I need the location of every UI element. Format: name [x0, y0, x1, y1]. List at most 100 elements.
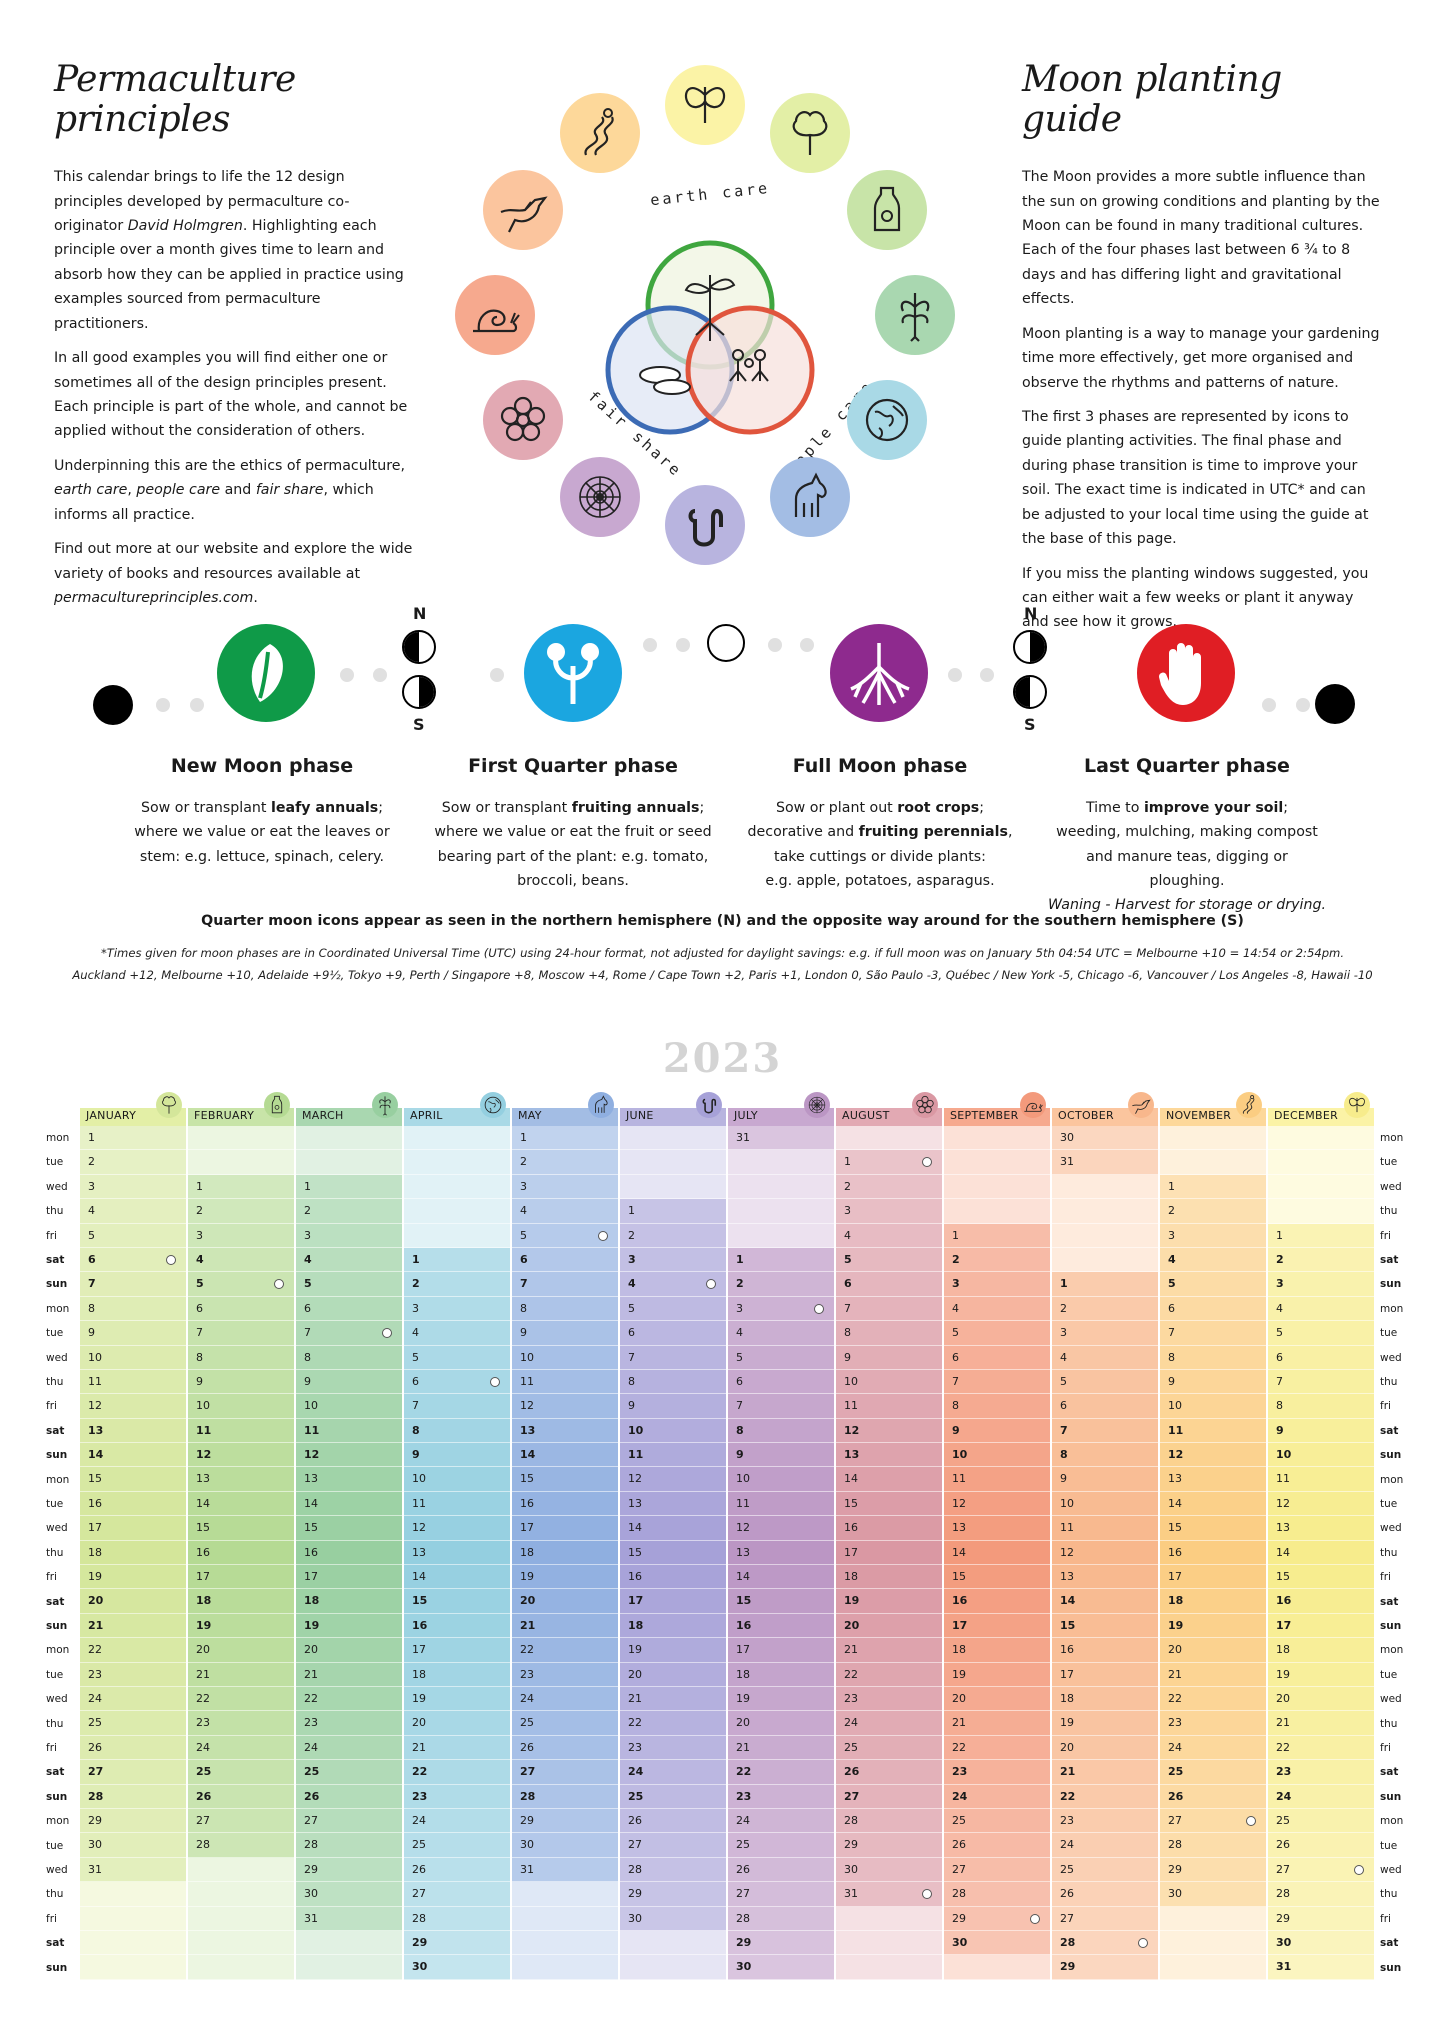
day-cell[interactable]: 25 — [836, 1735, 942, 1761]
day-cell[interactable]: 14 — [296, 1491, 402, 1517]
day-cell[interactable]: 6 — [1052, 1394, 1158, 1419]
day-cell[interactable]: 3 — [296, 1223, 402, 1248]
day-cell[interactable]: 6 — [836, 1272, 942, 1297]
day-cell[interactable]: 23 — [404, 1784, 510, 1809]
day-cell[interactable]: 27 — [728, 1882, 834, 1907]
day-cell[interactable]: 15 — [1160, 1516, 1266, 1541]
day-cell[interactable]: 7 — [728, 1394, 834, 1419]
day-cell[interactable]: 28 — [404, 1906, 510, 1931]
day-cell[interactable]: 2 — [1268, 1247, 1374, 1273]
day-cell[interactable]: 21 — [188, 1662, 294, 1687]
day-cell[interactable]: 19 — [836, 1589, 942, 1614]
day-cell[interactable] — [620, 1930, 726, 1956]
day-cell[interactable]: 1 — [404, 1247, 510, 1273]
day-cell[interactable]: 31 — [512, 1857, 618, 1883]
day-cell[interactable]: 5 — [1268, 1321, 1374, 1346]
day-cell[interactable]: 16 — [1160, 1540, 1266, 1566]
day-cell[interactable]: 16 — [1268, 1589, 1374, 1614]
day-cell[interactable] — [620, 1955, 726, 1980]
day-cell[interactable]: 15 — [404, 1589, 510, 1614]
day-cell[interactable]: 12 — [1160, 1443, 1266, 1468]
day-cell[interactable]: 12 — [836, 1418, 942, 1444]
day-cell[interactable]: 27 — [620, 1833, 726, 1858]
day-cell[interactable]: 20 — [188, 1638, 294, 1663]
day-cell[interactable]: 28 — [1160, 1833, 1266, 1858]
day-cell[interactable]: 14 — [728, 1565, 834, 1590]
day-cell[interactable]: 2 — [512, 1150, 618, 1175]
day-cell[interactable]: 7 — [620, 1345, 726, 1370]
day-cell[interactable]: 2 — [1160, 1199, 1266, 1224]
day-cell[interactable]: 29 — [728, 1930, 834, 1956]
day-cell[interactable]: 27 — [296, 1808, 402, 1834]
day-cell[interactable]: 19 — [1052, 1711, 1158, 1736]
day-cell[interactable]: 13 — [836, 1443, 942, 1468]
day-cell[interactable]: 23 — [1052, 1808, 1158, 1834]
day-cell[interactable]: 4 — [836, 1223, 942, 1248]
day-cell[interactable]: 29 — [1268, 1906, 1374, 1931]
day-cell[interactable]: 22 — [728, 1760, 834, 1785]
day-cell[interactable]: 5 — [512, 1223, 618, 1248]
day-cell[interactable]: 13 — [404, 1540, 510, 1566]
day-cell[interactable]: 26 — [80, 1735, 186, 1761]
day-cell[interactable] — [512, 1955, 618, 1980]
day-cell[interactable]: 29 — [404, 1930, 510, 1956]
day-cell[interactable]: 28 — [80, 1784, 186, 1809]
day-cell[interactable]: 9 — [296, 1369, 402, 1395]
day-cell[interactable]: 8 — [1160, 1345, 1266, 1370]
day-cell[interactable]: 10 — [512, 1345, 618, 1370]
day-cell[interactable]: 5 — [404, 1345, 510, 1370]
day-cell[interactable]: 3 — [728, 1296, 834, 1322]
day-cell[interactable]: 8 — [404, 1418, 510, 1444]
day-cell[interactable]: 21 — [404, 1735, 510, 1761]
day-cell[interactable]: 5 — [728, 1345, 834, 1370]
day-cell[interactable]: 15 — [728, 1589, 834, 1614]
day-cell[interactable]: 15 — [1268, 1565, 1374, 1590]
day-cell[interactable]: 17 — [188, 1565, 294, 1590]
day-cell[interactable]: 12 — [620, 1467, 726, 1492]
day-cell[interactable]: 14 — [188, 1491, 294, 1517]
day-cell[interactable]: 11 — [296, 1418, 402, 1444]
day-cell[interactable]: 10 — [728, 1467, 834, 1492]
day-cell[interactable]: 20 — [296, 1638, 402, 1663]
day-cell[interactable]: 15 — [80, 1467, 186, 1492]
day-cell[interactable]: 25 — [1160, 1760, 1266, 1785]
day-cell[interactable]: 18 — [620, 1613, 726, 1639]
day-cell[interactable]: 18 — [1268, 1638, 1374, 1663]
day-cell[interactable]: 10 — [296, 1394, 402, 1419]
day-cell[interactable] — [620, 1150, 726, 1175]
day-cell[interactable]: 10 — [1052, 1491, 1158, 1517]
day-cell[interactable]: 12 — [1268, 1491, 1374, 1517]
day-cell[interactable]: 27 — [836, 1784, 942, 1809]
day-cell[interactable]: 11 — [1268, 1467, 1374, 1492]
day-cell[interactable]: 18 — [944, 1638, 1050, 1663]
day-cell[interactable]: 25 — [620, 1784, 726, 1809]
day-cell[interactable] — [1052, 1223, 1158, 1248]
day-cell[interactable]: 10 — [80, 1345, 186, 1370]
day-cell[interactable]: 2 — [944, 1247, 1050, 1273]
day-cell[interactable]: 20 — [836, 1613, 942, 1639]
day-cell[interactable]: 30 — [1052, 1126, 1158, 1151]
day-cell[interactable]: 21 — [944, 1711, 1050, 1736]
day-cell[interactable] — [1052, 1199, 1158, 1224]
day-cell[interactable]: 19 — [296, 1613, 402, 1639]
day-cell[interactable]: 2 — [80, 1150, 186, 1175]
day-cell[interactable]: 11 — [1160, 1418, 1266, 1444]
day-cell[interactable] — [188, 1930, 294, 1956]
day-cell[interactable]: 10 — [836, 1369, 942, 1395]
day-cell[interactable]: 24 — [944, 1784, 1050, 1809]
day-cell[interactable]: 17 — [512, 1516, 618, 1541]
day-cell[interactable]: 16 — [512, 1491, 618, 1517]
day-cell[interactable]: 25 — [188, 1760, 294, 1785]
day-cell[interactable]: 28 — [296, 1833, 402, 1858]
day-cell[interactable]: 18 — [1160, 1589, 1266, 1614]
day-cell[interactable] — [80, 1906, 186, 1931]
day-cell[interactable]: 14 — [620, 1516, 726, 1541]
day-cell[interactable] — [620, 1126, 726, 1151]
day-cell[interactable] — [728, 1150, 834, 1175]
day-cell[interactable]: 24 — [728, 1808, 834, 1834]
day-cell[interactable]: 8 — [728, 1418, 834, 1444]
day-cell[interactable]: 9 — [512, 1321, 618, 1346]
day-cell[interactable] — [296, 1955, 402, 1980]
day-cell[interactable]: 30 — [404, 1955, 510, 1980]
day-cell[interactable]: 6 — [296, 1296, 402, 1322]
